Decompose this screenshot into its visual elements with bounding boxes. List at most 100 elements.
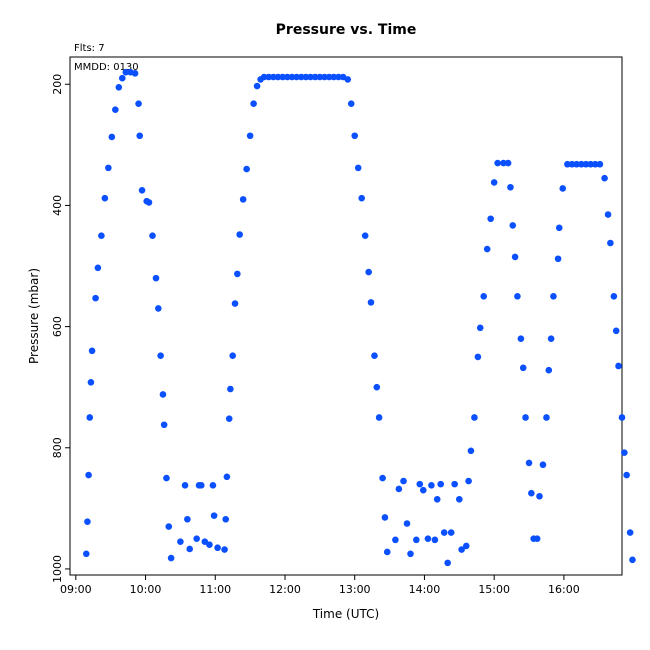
chart-title: Pressure vs. Time xyxy=(276,22,417,38)
data-point xyxy=(395,485,403,493)
data-point xyxy=(274,73,282,81)
data-point xyxy=(243,165,250,173)
data-point xyxy=(311,73,319,81)
data-point xyxy=(494,159,501,167)
data-point xyxy=(163,474,170,482)
data-point xyxy=(94,264,102,272)
data-point xyxy=(214,544,221,552)
data-point xyxy=(193,535,200,542)
data-point xyxy=(596,160,604,168)
data-point xyxy=(615,362,622,370)
y-axis-label: Pressure (mbar) xyxy=(27,268,41,364)
data-point xyxy=(358,194,365,202)
data-point xyxy=(152,274,160,282)
data-point xyxy=(239,196,247,203)
data-point xyxy=(375,414,383,421)
data-point xyxy=(316,73,324,81)
data-point xyxy=(181,482,189,489)
data-point xyxy=(373,383,381,391)
data-point xyxy=(604,211,612,218)
data-point xyxy=(591,160,599,168)
y-tick-label: 400 xyxy=(51,195,64,216)
data-point xyxy=(458,546,465,553)
data-point xyxy=(250,100,257,107)
data-point xyxy=(297,73,305,81)
data-point xyxy=(465,477,472,485)
data-point xyxy=(564,160,571,168)
data-point xyxy=(82,550,90,558)
data-point xyxy=(456,495,463,503)
data-point xyxy=(543,414,550,421)
data-point xyxy=(165,523,173,530)
data-point xyxy=(347,100,355,107)
data-point xyxy=(206,541,213,549)
data-point xyxy=(487,215,494,223)
data-point xyxy=(145,199,153,206)
data-point xyxy=(246,132,254,140)
data-point xyxy=(476,324,484,332)
flights-label: Flts: 7 xyxy=(74,43,105,54)
data-point xyxy=(623,471,630,479)
data-point xyxy=(234,270,241,278)
data-point xyxy=(85,471,92,479)
data-point xyxy=(157,352,164,359)
y-tick-label: 1000 xyxy=(51,555,64,583)
data-point xyxy=(383,548,391,556)
data-point xyxy=(428,482,435,489)
data-point xyxy=(509,222,517,229)
data-point xyxy=(284,73,291,81)
y-axis: 200 400 600 800 1000 xyxy=(51,74,70,583)
data-point xyxy=(559,185,567,192)
data-point xyxy=(135,100,142,107)
data-point xyxy=(471,414,478,421)
data-point xyxy=(167,554,175,562)
data-point xyxy=(138,186,146,194)
data-point xyxy=(88,347,96,355)
data-point xyxy=(184,515,191,523)
data-point xyxy=(519,364,527,372)
y-tick-label: 800 xyxy=(51,437,64,458)
data-point xyxy=(587,160,594,168)
data-point xyxy=(222,515,230,523)
data-point xyxy=(131,70,139,77)
data-point xyxy=(379,474,386,482)
data-point xyxy=(607,239,614,247)
data-point xyxy=(533,535,541,542)
data-point xyxy=(210,512,218,519)
data-point xyxy=(330,73,338,81)
data-point xyxy=(371,352,378,359)
data-point xyxy=(160,421,168,429)
data-point xyxy=(279,73,286,81)
data-point xyxy=(177,538,184,545)
data-point xyxy=(514,293,521,300)
data-point xyxy=(209,482,217,489)
data-point xyxy=(545,366,553,374)
data-point xyxy=(507,183,514,191)
data-point xyxy=(321,73,328,81)
data-point xyxy=(444,559,451,567)
data-point xyxy=(159,391,167,398)
data-point xyxy=(198,482,205,489)
data-point xyxy=(98,232,105,240)
data-point xyxy=(437,480,445,488)
x-tick-label: 14:00 xyxy=(409,583,441,596)
data-point xyxy=(302,73,310,81)
data-point xyxy=(539,461,547,469)
data-point xyxy=(260,73,268,81)
data-point xyxy=(431,536,439,544)
data-point xyxy=(528,489,535,497)
data-point xyxy=(621,449,628,456)
data-point xyxy=(344,76,352,83)
data-point xyxy=(511,253,519,261)
x-tick-label: 12:00 xyxy=(269,583,301,596)
data-point xyxy=(433,495,441,503)
data-point xyxy=(288,73,296,81)
data-point xyxy=(480,293,488,300)
data-point xyxy=(462,542,470,550)
data-point xyxy=(105,164,112,172)
y-tick-label: 200 xyxy=(51,74,64,95)
data-point xyxy=(335,73,342,81)
data-point xyxy=(223,473,231,481)
data-point xyxy=(231,300,239,307)
data-point xyxy=(108,133,116,141)
